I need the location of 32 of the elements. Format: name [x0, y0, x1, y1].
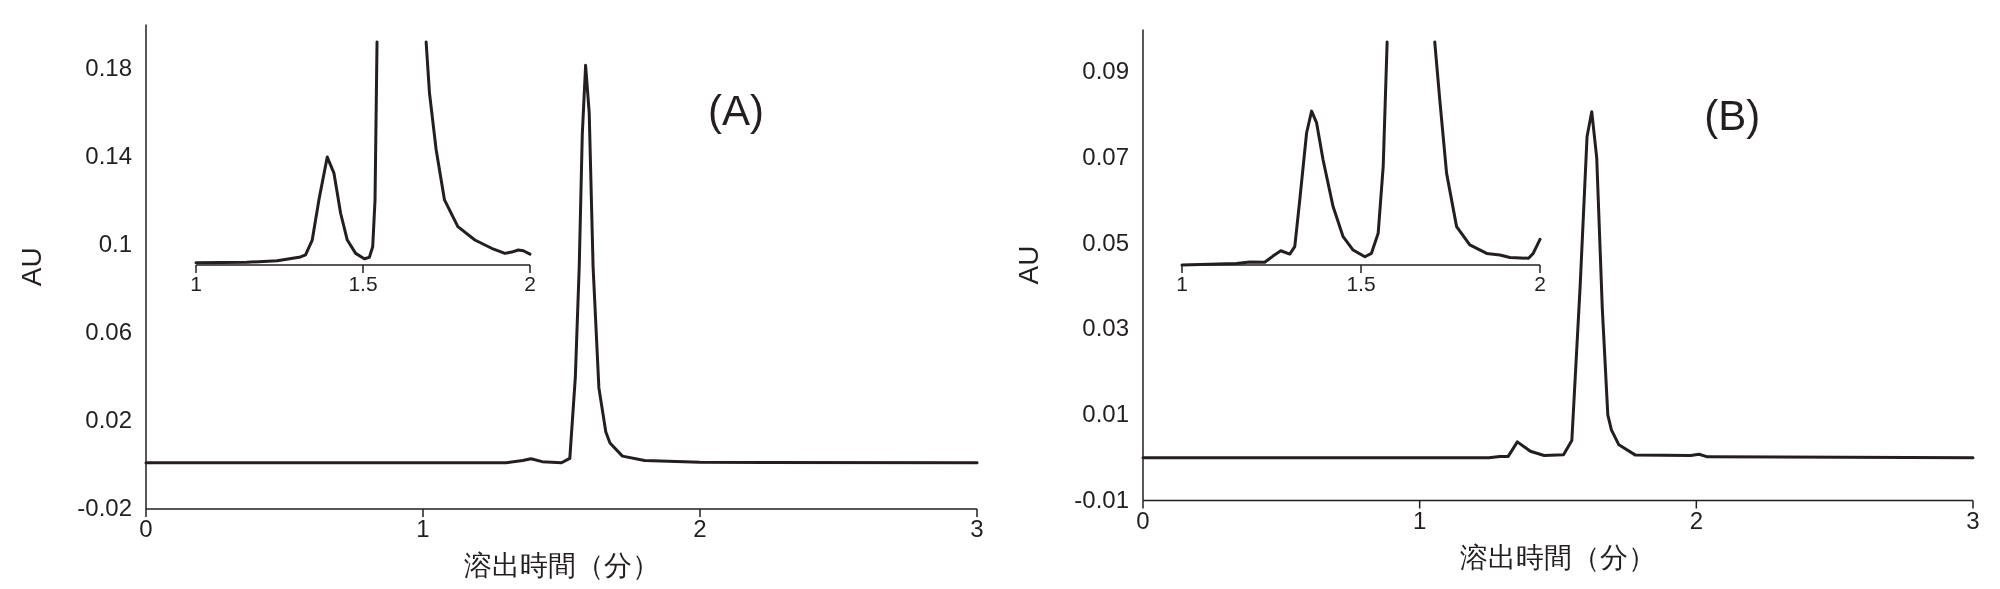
- y-tick: -0.01: [1074, 485, 1129, 513]
- y-tick: 0.05: [1082, 228, 1129, 256]
- x-tick: 2: [1534, 272, 1546, 295]
- x-tick: 1: [190, 272, 202, 295]
- y-tick: 0.02: [85, 405, 132, 433]
- x-tick: 2: [1689, 506, 1703, 534]
- y-tick: 0.07: [1082, 142, 1129, 170]
- x-title: 溶出時間（分）: [1460, 541, 1656, 573]
- annotation: (A): [708, 86, 764, 134]
- x-tick: 1: [1413, 506, 1427, 534]
- x-tick: 3: [970, 515, 984, 542]
- y-tick: 0.06: [85, 317, 132, 345]
- x-tick: 0: [139, 515, 153, 542]
- x-tick: 0: [1136, 506, 1150, 534]
- y-tick: 0.09: [1082, 57, 1129, 85]
- annotation: (B): [1704, 91, 1761, 139]
- y-tick: 0.01: [1082, 399, 1129, 427]
- y-tick: 0.18: [85, 53, 132, 81]
- x-title: 溶出時間（分）: [463, 550, 660, 581]
- x-tick: 2: [524, 272, 536, 295]
- x-tick: 3: [1966, 506, 1980, 534]
- y-tick: 0.1: [98, 229, 132, 257]
- y-tick: 0.03: [1082, 314, 1129, 342]
- x-tick: 1.5: [1346, 272, 1376, 295]
- y-tick: 0.14: [85, 141, 132, 169]
- x-tick: 2: [693, 515, 707, 542]
- y-title: AU: [1013, 245, 1044, 285]
- x-tick: 1: [1176, 272, 1188, 295]
- x-tick: 1: [416, 515, 430, 542]
- x-tick: 1.5: [348, 272, 378, 295]
- y-title: AU: [16, 247, 47, 287]
- y-tick: -0.02: [77, 494, 132, 521]
